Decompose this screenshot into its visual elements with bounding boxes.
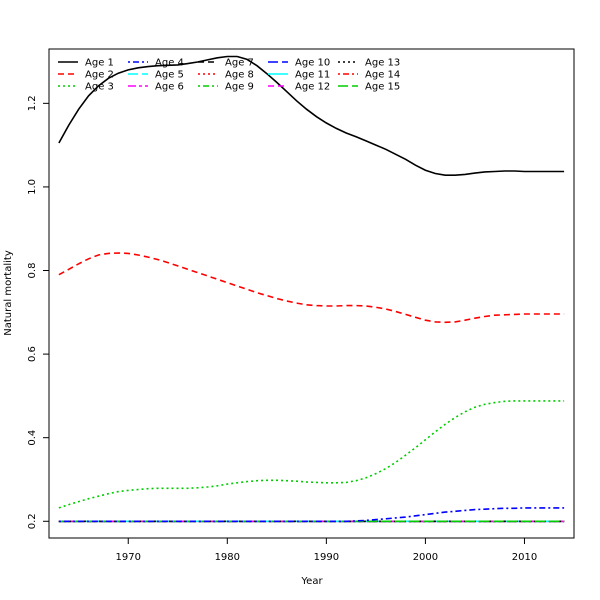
legend-label: Age 1 — [85, 58, 114, 69]
legend-label: Age 2 — [85, 70, 114, 81]
y-axis-title: Natural mortality — [3, 250, 14, 336]
legend-label: Age 7 — [225, 58, 254, 69]
legend-label: Age 13 — [365, 58, 400, 69]
y-axis: 0.2 0.4 0.6 0.8 1.0 1.2 — [27, 95, 49, 529]
x-tick-label: 1970 — [116, 552, 141, 563]
legend-label: Age 10 — [295, 58, 330, 69]
x-tick-label: 1990 — [314, 552, 339, 563]
legend-label: Age 4 — [155, 58, 184, 69]
legend-label: Age 14 — [365, 70, 400, 81]
series-layer — [58, 55, 565, 523]
y-tick-label: 1.0 — [27, 179, 38, 195]
series-line-age-4 — [58, 507, 565, 523]
series-line-age-3 — [58, 400, 565, 509]
x-axis: 1970 1980 1990 2000 2010 — [116, 538, 537, 563]
legend-label: Age 15 — [365, 82, 400, 93]
x-tick-label: 2000 — [413, 552, 438, 563]
y-tick-label: 0.2 — [27, 513, 38, 529]
legend-label: Age 11 — [295, 70, 330, 81]
plot-frame — [48, 48, 575, 539]
legend-label: Age 6 — [155, 82, 184, 93]
x-tick-label: 1980 — [215, 552, 240, 563]
y-tick-label: 1.2 — [27, 95, 38, 111]
y-tick-label: 0.8 — [27, 263, 38, 279]
x-axis-title: Year — [300, 576, 323, 587]
x-tick-label: 2010 — [512, 552, 537, 563]
legend-label: Age 8 — [225, 70, 254, 81]
legend-label: Age 5 — [155, 70, 184, 81]
y-tick-label: 0.6 — [27, 346, 38, 362]
series-line-age-2 — [58, 252, 565, 324]
series-line-age-1 — [58, 55, 565, 176]
legend-label: Age 3 — [85, 82, 114, 93]
legend-label: Age 12 — [295, 82, 330, 93]
legend-label: Age 9 — [225, 82, 254, 93]
y-tick-label: 0.4 — [27, 430, 38, 446]
